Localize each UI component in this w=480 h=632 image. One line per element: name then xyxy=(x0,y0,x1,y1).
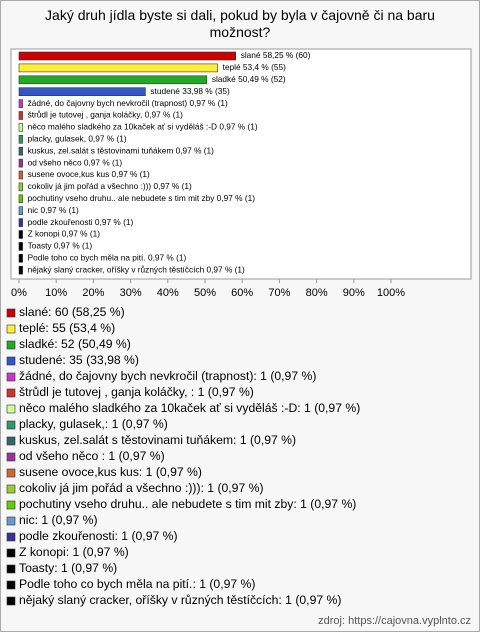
legend-marker xyxy=(6,356,16,366)
legend-label: něco malého sladkého za 10kaček ať si vy… xyxy=(19,401,360,415)
legend-label: sladké: 52 (50,49 %) xyxy=(19,337,131,351)
legend-marker xyxy=(6,452,16,462)
data-label: sladké 50,49 % (52) xyxy=(212,74,286,84)
legend-label: susene ovoce,kus kus: 1 (0,97 %) xyxy=(19,465,202,479)
x-tick-label: 80% xyxy=(306,287,328,299)
legend-marker xyxy=(6,500,16,510)
x-tick-label: 50% xyxy=(194,287,216,299)
legend-label: podle zkouřenosti: 1 (0,97 %) xyxy=(19,529,178,543)
chart-title: Jaký druh jídla byste si dali, pokud by … xyxy=(45,7,435,40)
bar xyxy=(18,230,23,239)
legend-label: štrůdl je tutovej , ganja koláčky, : 1 (… xyxy=(19,385,254,399)
legend-marker xyxy=(6,564,16,574)
bar xyxy=(18,99,23,108)
legend-marker xyxy=(6,420,16,430)
legend-label: pochutiny vseho druhu.. ale nebudete s t… xyxy=(19,497,356,511)
bar xyxy=(18,51,236,61)
legend-marker xyxy=(6,532,16,542)
legend-marker xyxy=(6,468,16,478)
bar xyxy=(18,123,23,132)
data-label: Z konopi 0,97 % (1) xyxy=(28,229,101,239)
data-label: slané 58,25 % (60) xyxy=(241,50,311,60)
legend-marker xyxy=(6,404,16,414)
legend-label: žádné, do čajovny bych nevkročil (trapno… xyxy=(19,369,316,383)
bar xyxy=(18,218,23,227)
x-tick-label: 20% xyxy=(82,287,104,299)
x-tick-label: 70% xyxy=(268,287,290,299)
legend-marker xyxy=(6,340,16,350)
bar xyxy=(18,170,23,180)
legend-marker xyxy=(6,516,16,526)
legend-label: studené: 35 (33,98 %) xyxy=(19,353,139,367)
legend-label: nic: 1 (0,97 %) xyxy=(19,513,98,527)
legend-marker xyxy=(6,372,16,382)
legend-label: Toasty: 1 (0,97 %) xyxy=(19,561,117,575)
legend-label: nějaký slaný cracker, oříšky v různých t… xyxy=(19,593,341,607)
data-label: Podle toho co bych měla na pití. 0,97 % … xyxy=(28,252,187,262)
data-label: kuskus, zel.salát s těstovinami tuňákem … xyxy=(28,145,215,155)
data-label: něco malého sladkého za 10kaček ať si vy… xyxy=(28,122,258,132)
data-label: nějaký slaný cracker, oříšky v různých t… xyxy=(28,264,245,274)
x-tick-label: 40% xyxy=(157,287,179,299)
data-label: susene ovoce,kus kus 0,97 % (1) xyxy=(28,169,150,179)
legend-marker xyxy=(6,436,16,446)
legend-marker xyxy=(6,596,16,606)
data-label: pochutiny vseho druhu.. ale nebudete s t… xyxy=(28,193,256,203)
data-label: studené 33,98 % (35) xyxy=(150,86,230,96)
legend-marker xyxy=(6,388,16,398)
x-tick-label: 30% xyxy=(120,287,142,299)
x-tick-label: 0% xyxy=(11,287,27,299)
legend-label: cokoliv já jim pořád a všechno :))): 1 (… xyxy=(19,481,264,495)
bar xyxy=(18,111,23,120)
legend-marker xyxy=(6,308,16,318)
data-label: cokoliv já jim pořád a všechno :))) 0,97… xyxy=(28,181,192,191)
legend-label: Z konopi: 1 (0,97 %) xyxy=(19,545,129,559)
bar xyxy=(18,265,23,275)
x-tick-label: 10% xyxy=(45,287,67,299)
bar xyxy=(18,158,23,168)
x-tick-label: 90% xyxy=(343,287,365,299)
legend-marker xyxy=(6,548,16,558)
legend-marker xyxy=(6,580,16,590)
x-tick-label: 100% xyxy=(377,287,405,299)
x-tick-label: 60% xyxy=(231,287,253,299)
legend-marker xyxy=(6,484,16,494)
data-label: teplé 53,4 % (55) xyxy=(223,62,286,72)
bar xyxy=(18,135,23,144)
data-label: žádné, do čajovny bych nevkročil (trapno… xyxy=(28,98,228,108)
data-label: štrůdl je tutovej , ganja koláčky, 0,97 … xyxy=(28,110,183,120)
bar xyxy=(18,242,23,251)
data-label: podle zkouřenosti 0,97 % (1) xyxy=(28,217,134,227)
bar xyxy=(18,254,23,263)
legend-label: placky, gulasek,: 1 (0,97 %) xyxy=(19,417,168,431)
bar xyxy=(18,87,146,96)
legend-label: kuskus, zel.salát s těstovinami tuňákem:… xyxy=(19,433,296,447)
legend-marker xyxy=(6,324,16,334)
legend-label: od všeho něco : 1 (0,97 %) xyxy=(19,449,165,463)
data-label: Toasty 0,97 % (1) xyxy=(28,241,93,251)
plot-frame xyxy=(10,48,472,280)
legend-label: teplé: 55 (53,4 %) xyxy=(19,321,115,335)
data-label: placky, gulasek, 0,97 % (1) xyxy=(28,133,127,143)
legend-label: Podle toho co bych měla na pití.: 1 (0,9… xyxy=(19,577,255,591)
bar xyxy=(18,75,208,85)
legend-label: slané: 60 (58,25 %) xyxy=(19,305,125,319)
bar xyxy=(18,206,23,215)
data-label: od všeho něco 0,97 % (1) xyxy=(28,157,123,167)
data-label: nic 0,97 % (1) xyxy=(28,205,79,215)
source: zdroj: https://cajovna.vyplnto.cz xyxy=(318,615,471,627)
bar xyxy=(18,194,23,204)
bar xyxy=(18,63,218,73)
bar xyxy=(18,146,23,156)
bar xyxy=(18,182,23,192)
